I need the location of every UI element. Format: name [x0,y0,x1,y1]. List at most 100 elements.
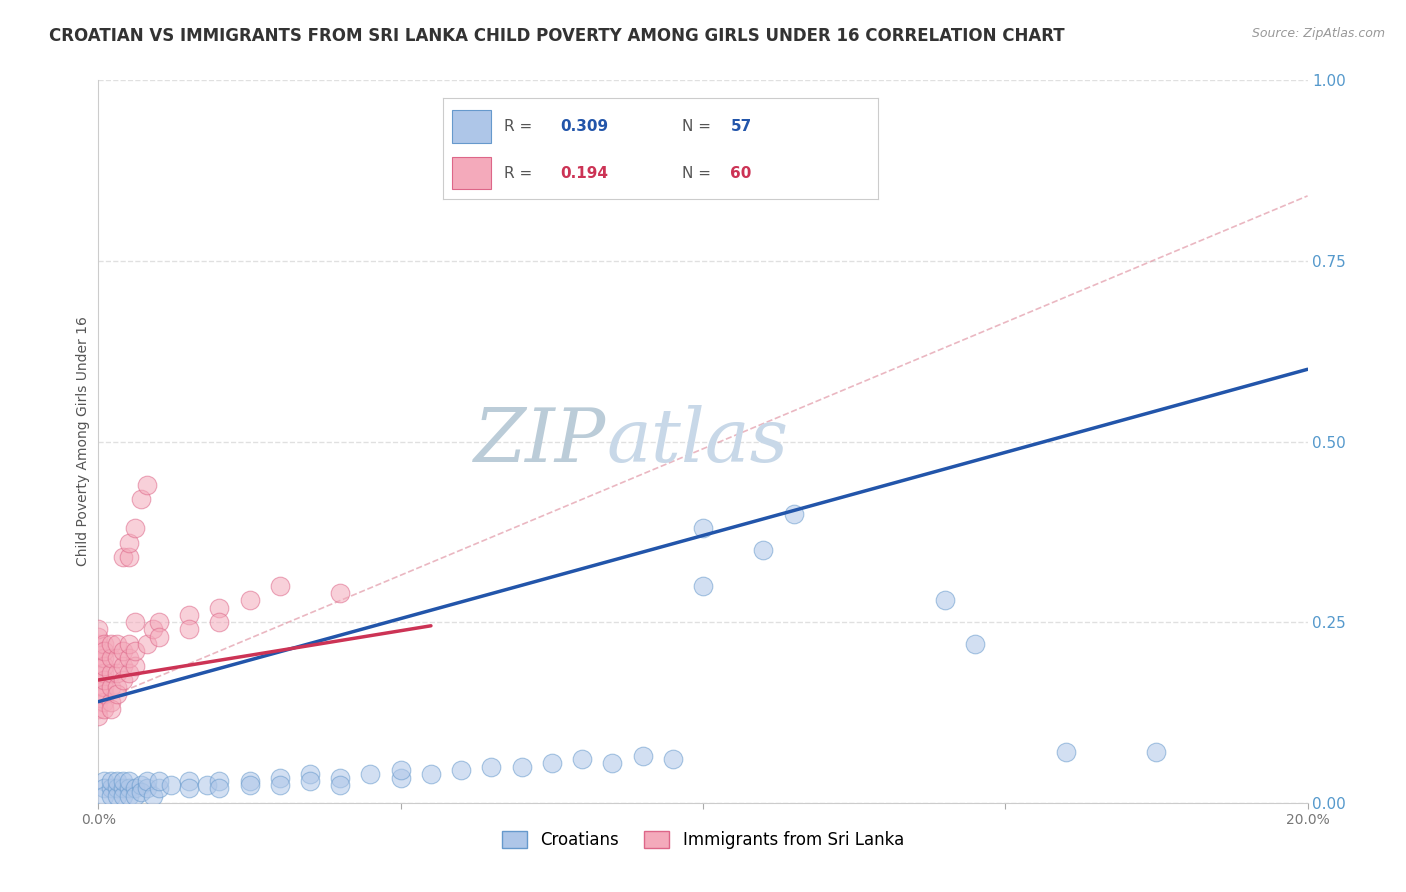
Point [100,781,122,796]
Point [179,781,201,796]
Point [87,673,110,687]
Point [105,665,128,680]
Text: CROATIAN VS IMMIGRANTS FROM SRI LANKA CHILD POVERTY AMONG GIRLS UNDER 16 CORRELA: CROATIAN VS IMMIGRANTS FROM SRI LANKA CH… [49,27,1064,45]
Point [239,778,262,792]
Point [269,778,291,792]
Point [160,778,183,792]
Point [118,665,141,680]
Point [389,771,412,785]
Point [142,623,165,637]
Point [148,774,170,789]
Point [105,774,128,789]
Point [1144,745,1167,759]
Point [93,665,115,680]
Point [118,781,141,796]
Point [93,687,115,701]
Point [105,781,128,796]
Y-axis label: Child Poverty Among Girls Under 16: Child Poverty Among Girls Under 16 [76,317,90,566]
Point [87,651,110,665]
Point [208,774,231,789]
Point [389,764,412,778]
Point [195,778,218,792]
Text: ZIP: ZIP [474,405,606,478]
Point [510,760,533,774]
Point [135,637,157,651]
Point [783,507,806,521]
Point [93,673,115,687]
Point [111,789,134,803]
Point [142,789,165,803]
Point [111,774,134,789]
Point [93,789,115,803]
Point [360,767,382,781]
Point [105,687,128,701]
Point [299,767,322,781]
Point [93,637,115,651]
Point [239,593,262,607]
Point [93,644,115,658]
Point [87,695,110,709]
Point [87,623,110,637]
Point [111,673,134,687]
Point [135,478,157,492]
Point [87,658,110,673]
Point [87,665,110,680]
Point [124,521,146,535]
Point [692,579,714,593]
Point [93,702,115,716]
Point [329,586,352,600]
Point [124,644,146,658]
Point [299,774,322,789]
Point [631,748,654,763]
Point [239,774,262,789]
Point [540,756,562,770]
Point [87,644,110,658]
Legend: Croatians, Immigrants from Sri Lanka: Croatians, Immigrants from Sri Lanka [495,824,911,856]
Point [87,637,110,651]
Point [129,785,152,799]
Point [118,789,141,803]
Point [269,771,291,785]
Point [602,756,624,770]
Point [329,778,352,792]
Point [87,702,110,716]
Point [111,658,134,673]
Point [481,760,503,774]
Point [124,789,146,803]
Point [111,781,134,796]
Point [420,767,443,781]
Point [124,615,146,630]
Point [124,781,146,796]
Point [93,695,115,709]
Point [124,658,146,673]
Point [87,687,110,701]
Point [148,781,170,796]
Point [87,630,110,644]
Point [111,644,134,658]
Point [105,651,128,665]
Text: atlas: atlas [606,405,789,478]
Point [100,702,122,716]
Point [148,630,170,644]
Point [1054,745,1077,759]
Point [87,680,110,694]
Point [105,789,128,803]
Point [208,615,231,630]
Point [105,680,128,694]
Point [692,521,714,535]
Point [87,709,110,723]
Point [269,579,291,593]
Point [100,774,122,789]
Point [118,535,141,549]
Point [111,550,134,565]
Point [752,542,775,557]
Point [118,637,141,651]
Point [100,637,122,651]
Point [100,680,122,694]
Point [934,593,956,607]
Point [93,658,115,673]
Point [93,781,115,796]
Point [100,695,122,709]
Point [571,752,593,766]
Point [208,781,231,796]
